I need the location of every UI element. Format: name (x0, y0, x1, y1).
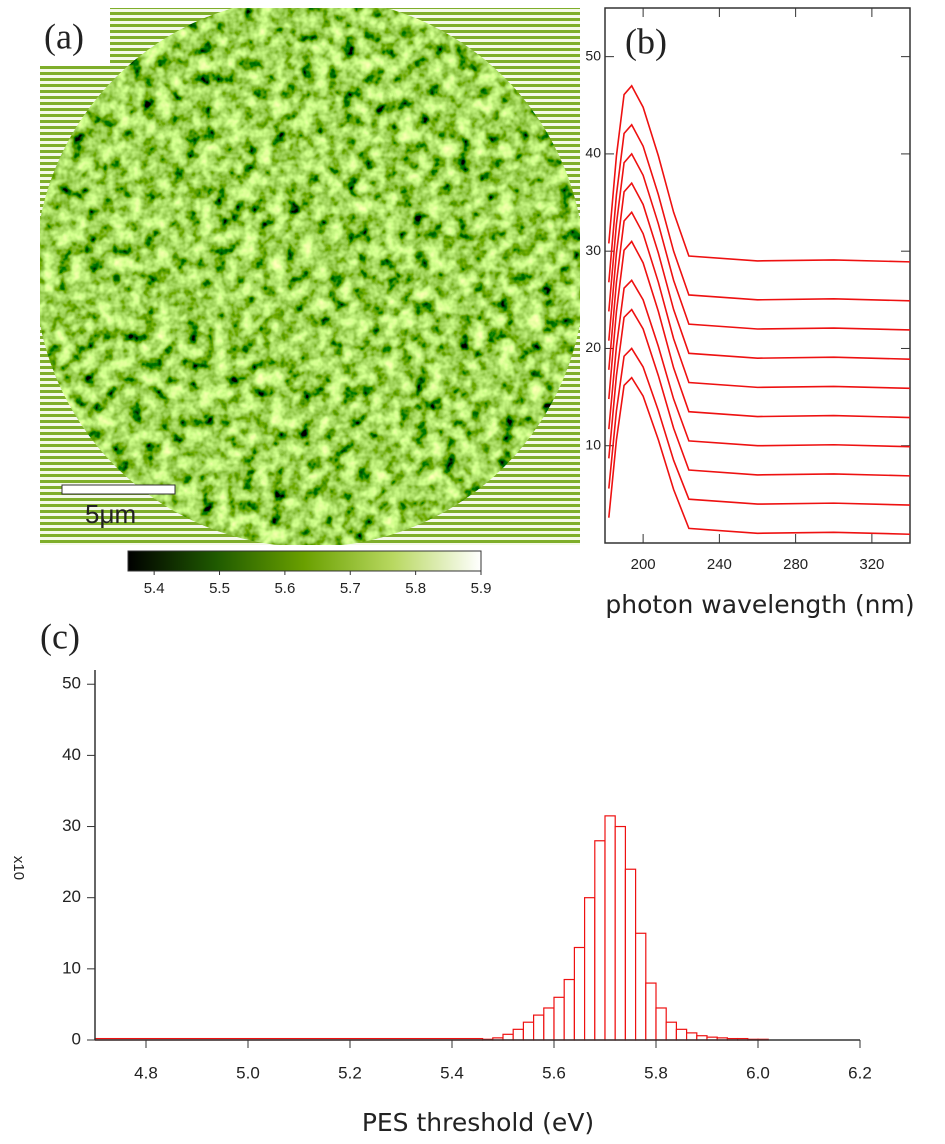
panel-label: (c) (40, 616, 80, 656)
x-tick-label: 5.0 (236, 1063, 260, 1082)
histogram-bar (583, 897, 596, 1041)
x-tick-label: 6.0 (746, 1063, 770, 1082)
surface-map (40, 8, 580, 545)
y-tick-label: 20 (62, 887, 81, 906)
histogram-bar (614, 825, 627, 1041)
colorbar-tick-label: 5.7 (340, 580, 361, 597)
colorbar-tick-label: 5.9 (471, 580, 492, 597)
colorbar-tick-label: 5.6 (274, 580, 295, 597)
histogram-bar (522, 1021, 535, 1041)
histogram-bar (553, 996, 565, 1041)
histogram-bar (685, 1032, 698, 1041)
panel-label: (b) (625, 21, 667, 61)
histogram-bar (624, 868, 637, 1041)
y-axis-label: x10 (10, 856, 27, 880)
spectrum-line (608, 84, 911, 263)
x-axis-label: photon wavelength (nm) (605, 590, 914, 619)
histogram-bar (604, 815, 616, 1041)
histogram-bar (563, 978, 576, 1041)
plot-frame (604, 7, 911, 544)
label-box (40, 8, 110, 66)
scale-bar (61, 484, 176, 495)
x-axis-label: PES threshold (eV) (362, 1108, 594, 1137)
histogram-bar (543, 1007, 555, 1041)
y-tick-label: 50 (62, 674, 81, 693)
x-tick-label: 320 (859, 556, 884, 573)
histogram-bar (634, 932, 647, 1041)
y-tick-label: 30 (62, 816, 81, 835)
y-tick-label: 50 (585, 47, 601, 63)
colorbar-tick-label: 5.5 (209, 580, 230, 597)
scale-bar-label: 5μm (85, 499, 136, 529)
spectrum-line (608, 376, 911, 536)
x-tick-label: 5.4 (440, 1063, 464, 1082)
histogram-bar (594, 840, 606, 1041)
histogram-bar (655, 1007, 667, 1041)
x-tick-label: 200 (631, 556, 656, 573)
histogram-bar (502, 1033, 514, 1041)
x-tick-label: 240 (707, 556, 732, 573)
y-tick-label: 20 (585, 339, 601, 355)
y-tick-label: 40 (585, 145, 601, 161)
spectrum-line (608, 240, 911, 419)
spectrum-line (608, 210, 911, 390)
y-tick-label: 30 (585, 242, 601, 258)
colorbar (127, 550, 482, 572)
histogram-bar (573, 946, 586, 1041)
spectrum-line (608, 181, 911, 360)
y-tick-label: 0 (72, 1029, 81, 1048)
x-tick-label: 5.6 (542, 1063, 566, 1082)
y-tick-label: 40 (62, 745, 81, 764)
histogram-bar (665, 1021, 678, 1041)
spectrum-line (608, 308, 911, 477)
x-tick-label: 6.2 (848, 1063, 872, 1082)
x-tick-label: 5.8 (644, 1063, 668, 1082)
y-tick-label: 10 (62, 958, 81, 977)
spectrum-line (608, 347, 911, 506)
histogram-bar (675, 1028, 688, 1041)
x-tick-label: 4.8 (134, 1063, 158, 1082)
histogram-bar (512, 1028, 525, 1041)
spectrum-line (608, 123, 911, 302)
colorbar-tick-label: 5.4 (144, 580, 165, 597)
y-tick-label: 10 (585, 436, 601, 452)
colorbar-tick-label: 5.8 (405, 580, 426, 597)
spectrum-line (608, 152, 911, 331)
spectrum-line (608, 279, 911, 448)
histogram-bar (645, 982, 657, 1041)
x-tick-label: 280 (783, 556, 808, 573)
panel-label: (a) (44, 16, 84, 56)
x-tick-label: 5.2 (338, 1063, 362, 1082)
histogram-bar (532, 1014, 545, 1041)
